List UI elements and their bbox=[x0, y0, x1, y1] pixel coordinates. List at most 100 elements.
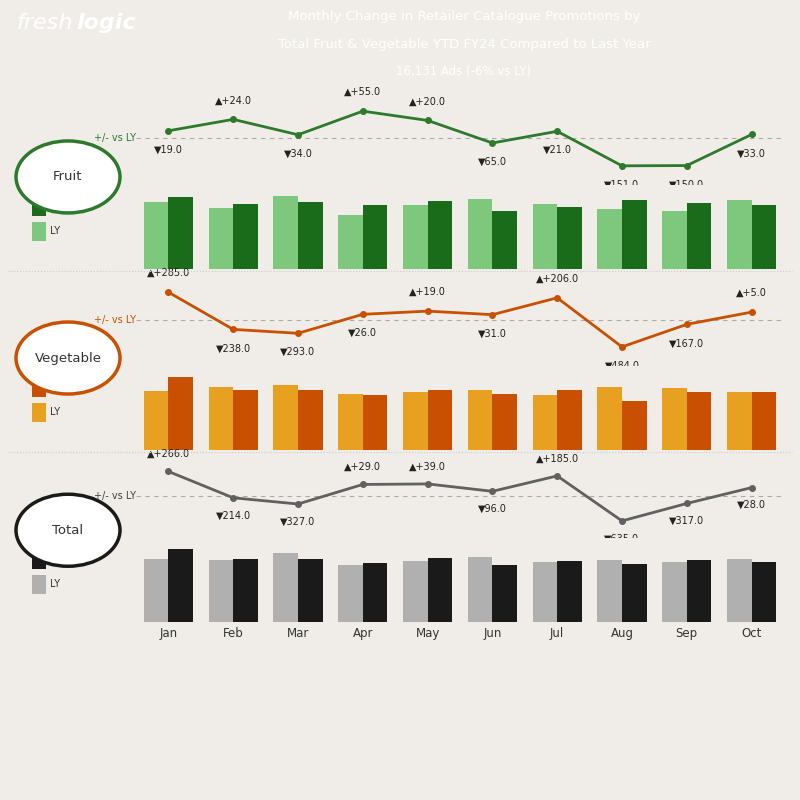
Bar bbox=[533, 395, 557, 450]
Bar bbox=[144, 202, 169, 269]
Text: Fruit: Fruit bbox=[54, 170, 82, 183]
Text: ▼293.0: ▼293.0 bbox=[281, 347, 315, 358]
Bar bbox=[727, 200, 752, 269]
Bar bbox=[751, 393, 776, 450]
Bar bbox=[362, 395, 387, 450]
Bar bbox=[727, 392, 752, 450]
Bar bbox=[234, 390, 258, 450]
Bar bbox=[622, 200, 646, 269]
Text: ▼484.0: ▼484.0 bbox=[605, 361, 639, 371]
Bar bbox=[686, 203, 711, 269]
Bar bbox=[686, 560, 711, 622]
Bar bbox=[298, 202, 322, 269]
Bar bbox=[686, 392, 711, 450]
Text: ▼34.0: ▼34.0 bbox=[283, 149, 313, 158]
Text: ▲+19.0: ▲+19.0 bbox=[409, 287, 446, 297]
Text: Monthly Change in Retailer Catalogue Promotions by: Monthly Change in Retailer Catalogue Pro… bbox=[288, 10, 640, 23]
Text: ▼327.0: ▼327.0 bbox=[280, 517, 316, 526]
Text: ▼238.0: ▼238.0 bbox=[216, 343, 250, 354]
Bar bbox=[169, 197, 193, 269]
Bar bbox=[338, 215, 363, 269]
Text: ▼635.0: ▼635.0 bbox=[605, 534, 639, 543]
Bar bbox=[144, 391, 169, 450]
Text: fresh: fresh bbox=[16, 13, 73, 33]
Text: +/- vs LY: +/- vs LY bbox=[94, 314, 136, 325]
Bar bbox=[403, 562, 427, 622]
Text: ▼150.0: ▼150.0 bbox=[670, 179, 704, 190]
Text: LY: LY bbox=[50, 407, 60, 418]
Text: ▼33.0: ▼33.0 bbox=[737, 149, 766, 158]
Bar bbox=[169, 377, 193, 450]
Bar bbox=[209, 387, 234, 450]
Text: Total Fruit & Vegetable YTD FY24 Compared to Last Year: Total Fruit & Vegetable YTD FY24 Compare… bbox=[278, 38, 650, 50]
Bar bbox=[598, 560, 622, 622]
Text: TY: TY bbox=[50, 554, 62, 564]
Text: ▲+20.0: ▲+20.0 bbox=[409, 97, 446, 106]
Bar bbox=[622, 401, 646, 450]
Text: TY: TY bbox=[50, 382, 62, 392]
Text: logic: logic bbox=[76, 13, 136, 33]
Text: ▲+39.0: ▲+39.0 bbox=[409, 462, 446, 471]
Bar bbox=[428, 558, 452, 622]
Text: ▼317.0: ▼317.0 bbox=[670, 516, 704, 526]
Text: Total: Total bbox=[53, 524, 83, 537]
Text: ▼151.0: ▼151.0 bbox=[605, 180, 639, 190]
Bar bbox=[338, 394, 363, 450]
Bar bbox=[234, 559, 258, 622]
Bar bbox=[598, 209, 622, 269]
Bar bbox=[557, 207, 582, 269]
Bar bbox=[492, 565, 517, 622]
Bar bbox=[362, 206, 387, 269]
Bar bbox=[492, 210, 517, 269]
Bar bbox=[557, 390, 582, 450]
Text: ▼26.0: ▼26.0 bbox=[348, 328, 378, 338]
Text: ▼19.0: ▼19.0 bbox=[154, 145, 183, 154]
Bar bbox=[362, 563, 387, 622]
Bar bbox=[403, 205, 427, 269]
Text: Vegetable: Vegetable bbox=[34, 351, 102, 365]
Text: ▼21.0: ▼21.0 bbox=[542, 146, 572, 155]
Text: ▲+266.0: ▲+266.0 bbox=[147, 449, 190, 459]
Text: ▼28.0: ▼28.0 bbox=[737, 500, 766, 510]
Bar bbox=[169, 550, 193, 622]
Text: LY: LY bbox=[50, 579, 60, 590]
Bar bbox=[274, 196, 298, 269]
Bar bbox=[274, 554, 298, 622]
Bar bbox=[403, 393, 427, 450]
Bar bbox=[209, 560, 234, 622]
Bar bbox=[662, 211, 686, 269]
Text: ▲+285.0: ▲+285.0 bbox=[146, 268, 190, 278]
Bar bbox=[428, 390, 452, 450]
Text: ▼65.0: ▼65.0 bbox=[478, 157, 507, 167]
Text: ▼214.0: ▼214.0 bbox=[216, 510, 250, 521]
Bar bbox=[468, 390, 492, 450]
Bar bbox=[557, 561, 582, 622]
Text: ▼96.0: ▼96.0 bbox=[478, 504, 507, 514]
Text: +/- vs LY: +/- vs LY bbox=[94, 491, 136, 501]
Bar bbox=[234, 204, 258, 269]
Bar bbox=[751, 562, 776, 622]
Text: ▲+24.0: ▲+24.0 bbox=[214, 95, 252, 106]
Bar bbox=[298, 390, 322, 450]
Text: TY: TY bbox=[50, 201, 62, 211]
Text: ▲+206.0: ▲+206.0 bbox=[536, 274, 578, 284]
Bar bbox=[533, 203, 557, 269]
Text: ▲+185.0: ▲+185.0 bbox=[536, 454, 578, 463]
Bar bbox=[144, 559, 169, 622]
Text: LY: LY bbox=[50, 226, 60, 236]
Bar bbox=[492, 394, 517, 450]
Text: +/- vs LY: +/- vs LY bbox=[94, 134, 136, 143]
Bar bbox=[533, 562, 557, 622]
Bar bbox=[598, 387, 622, 450]
Bar bbox=[338, 566, 363, 622]
Bar bbox=[468, 558, 492, 622]
Bar bbox=[468, 199, 492, 269]
Bar bbox=[662, 562, 686, 622]
Bar bbox=[298, 558, 322, 622]
Text: ▼31.0: ▼31.0 bbox=[478, 329, 507, 338]
Bar bbox=[622, 564, 646, 622]
Bar bbox=[751, 206, 776, 269]
Bar bbox=[428, 201, 452, 269]
Bar bbox=[727, 558, 752, 622]
Bar bbox=[662, 387, 686, 450]
